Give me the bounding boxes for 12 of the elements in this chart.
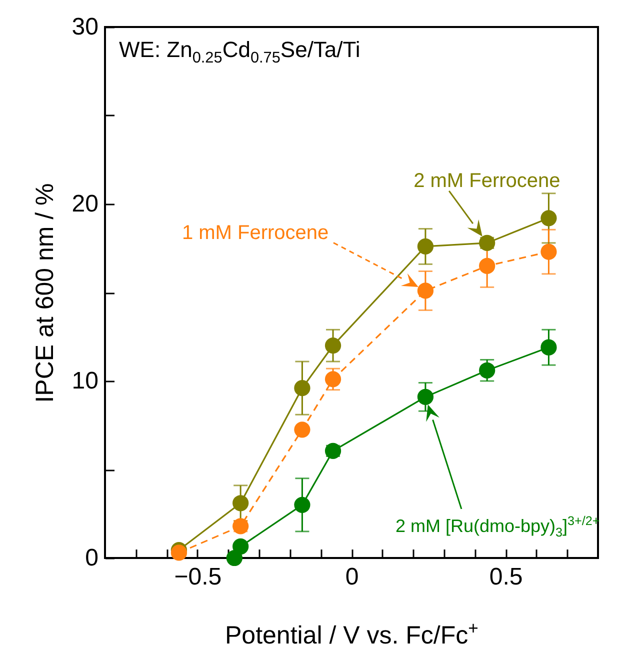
y-tick-label: 10 — [72, 368, 98, 394]
series-label: 2 mM Ferrocene — [414, 170, 560, 192]
x-tick-label: −0.5 — [174, 564, 222, 590]
x-axis-title: Potential / V vs. Fc/Fc$^{+}$ — [225, 618, 478, 650]
x-tick-label: 0.5 — [489, 564, 523, 590]
y-tick-label: 20 — [72, 190, 98, 218]
y-tick-label: 0 — [85, 544, 98, 572]
annotation: WE: Zn$_{0.25}$Cd$_{0.75}$Se/Ta/Ti — [119, 36, 360, 66]
text: 1 mM Ferrocene — [182, 222, 329, 244]
y-tick-label: 30 — [72, 14, 98, 40]
x-tick-label: 0 — [345, 564, 359, 590]
y-axis-title: IPCE at 600 nm / % — [30, 183, 59, 403]
